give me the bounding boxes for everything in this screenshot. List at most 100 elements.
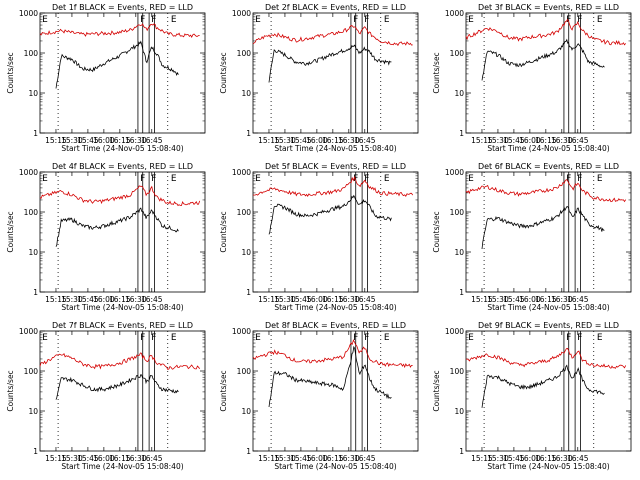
panel-det-6f: Det 6f BLACK = Events, RED = LLD 1 10 100 10…: [432, 162, 632, 312]
x-tick-label: 15:15: [45, 454, 67, 463]
events-series-line: [55, 374, 179, 400]
events-series-line: [268, 194, 392, 235]
y-tick-label: 1000: [19, 327, 38, 336]
x-tick-label: 16:45: [141, 295, 163, 304]
interval-marker: F: [151, 174, 156, 184]
x-tick-label: 15:30: [274, 454, 296, 463]
x-tick-label: 15:30: [487, 454, 509, 463]
y-axis-label: Counts/sec: [6, 211, 15, 252]
x-tick-label: 16:30: [551, 295, 573, 304]
x-tick-label: 16:15: [109, 136, 131, 145]
y-tick-label: 100: [237, 49, 252, 58]
y-tick-label: 1000: [232, 327, 251, 336]
panel-title: Det 7f BLACK = Events, RED = LLD: [52, 321, 193, 330]
x-tick-label: 16:15: [109, 295, 131, 304]
y-tick-label: 100: [450, 367, 465, 376]
lld-series-line: [39, 23, 200, 38]
x-tick-label: 16:15: [535, 136, 557, 145]
x-tick-label: 16:00: [93, 295, 115, 304]
y-tick-label: 100: [450, 49, 465, 58]
y-tick-label: 1: [459, 129, 464, 138]
panel-det-7f: Det 7f BLACK = Events, RED = LLD 1 10 100 10…: [6, 321, 206, 471]
x-tick-label: 16:45: [567, 136, 589, 145]
interval-marker: E: [171, 15, 177, 25]
y-tick-label: 1: [246, 129, 251, 138]
x-axis-label: Start Time (24-Nov-05 15:08:40): [61, 144, 183, 153]
y-tick-label: 10: [28, 248, 38, 257]
y-tick-label: 10: [454, 248, 464, 257]
x-tick-label: 15:30: [274, 136, 296, 145]
x-axis-label: Start Time (24-Nov-05 15:08:40): [274, 144, 396, 153]
interval-marker: F: [577, 174, 582, 184]
x-tick-label: 15:45: [290, 454, 312, 463]
lld-series-line: [465, 179, 627, 203]
interval-marker: F: [566, 15, 571, 25]
plot-frame: [252, 12, 419, 134]
x-axis-label: Start Time (24-Nov-05 15:08:40): [61, 462, 183, 471]
interval-marker: F: [577, 15, 582, 25]
interval-marker: F: [566, 333, 571, 343]
plot-frame: [252, 330, 419, 452]
panel-det-8f: Det 8f BLACK = Events, RED = LLD 1 10 100 10…: [219, 321, 419, 471]
x-tick-label: 16:30: [551, 136, 573, 145]
x-tick-label: 15:45: [77, 454, 99, 463]
plot-frame: [39, 12, 206, 134]
y-tick-label: 100: [450, 208, 465, 217]
y-tick-label: 1: [246, 288, 251, 297]
x-tick-label: 16:45: [141, 454, 163, 463]
interval-marker: E: [255, 333, 261, 343]
plot-frame: [465, 330, 632, 452]
y-axis-label: Counts/sec: [219, 52, 228, 93]
y-tick-label: 1: [33, 447, 38, 456]
interval-marker: F: [151, 15, 156, 25]
x-tick-label: 15:15: [45, 295, 67, 304]
interval-marker: F: [140, 333, 145, 343]
interval-marker: E: [468, 174, 474, 184]
x-tick-label: 15:15: [471, 136, 493, 145]
x-tick-label: 15:45: [77, 136, 99, 145]
x-tick-label: 16:00: [306, 136, 328, 145]
panel-det-5f: Det 5f BLACK = Events, RED = LLD 1 10 100 10…: [219, 162, 419, 312]
x-tick-label: 15:30: [61, 295, 83, 304]
x-tick-label: 16:15: [535, 454, 557, 463]
x-axis-label: Start Time (24-Nov-05 15:08:40): [487, 303, 609, 312]
y-tick-label: 100: [24, 367, 39, 376]
x-tick-label: 16:45: [354, 136, 376, 145]
events-series-line: [481, 38, 605, 81]
interval-marker: E: [42, 333, 48, 343]
x-tick-label: 16:30: [551, 454, 573, 463]
y-tick-label: 100: [24, 208, 39, 217]
y-tick-label: 1000: [445, 9, 464, 18]
x-tick-label: 16:45: [141, 136, 163, 145]
lld-series-line: [252, 175, 414, 197]
panel-title: Det 9f BLACK = Events, RED = LLD: [478, 321, 619, 330]
interval-marker: E: [384, 174, 390, 184]
interval-marker: E: [597, 333, 603, 343]
x-tick-label: 15:30: [487, 136, 509, 145]
interval-marker: E: [255, 174, 261, 184]
x-tick-label: 16:00: [519, 295, 541, 304]
events-series-line: [268, 345, 392, 408]
x-tick-label: 16:00: [93, 136, 115, 145]
lld-series-line: [39, 352, 201, 370]
y-tick-label: 10: [241, 89, 251, 98]
interval-marker: E: [42, 15, 48, 25]
y-tick-label: 100: [237, 208, 252, 217]
y-tick-label: 10: [241, 248, 251, 257]
x-tick-label: 16:45: [567, 454, 589, 463]
plot-frame: [252, 171, 419, 293]
x-tick-label: 15:15: [258, 136, 280, 145]
x-axis-label: Start Time (24-Nov-05 15:08:40): [61, 303, 183, 312]
x-tick-label: 16:45: [354, 454, 376, 463]
panel-det-1f: Det 1f BLACK = Events, RED = LLD 1 10 100 10…: [6, 3, 206, 153]
events-series-line: [55, 40, 179, 89]
panel-title: Det 2f BLACK = Events, RED = LLD: [265, 3, 406, 12]
x-axis-label: Start Time (24-Nov-05 15:08:40): [487, 462, 609, 471]
lld-series-line: [465, 18, 627, 46]
y-tick-label: 10: [454, 407, 464, 416]
x-tick-label: 15:15: [471, 295, 493, 304]
panel-det-9f: Det 9f BLACK = Events, RED = LLD 1 10 100 10…: [432, 321, 632, 471]
panel-title: Det 5f BLACK = Events, RED = LLD: [265, 162, 406, 171]
y-axis-label: Counts/sec: [432, 211, 441, 252]
